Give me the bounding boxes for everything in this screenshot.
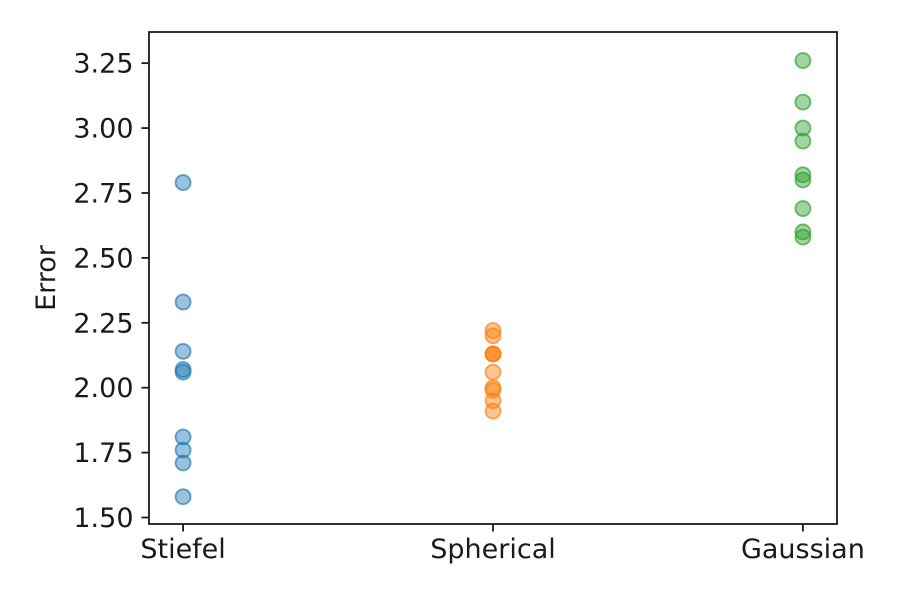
data-point — [794, 52, 812, 69]
x-axis: Stiefel Spherical Gaussian — [140, 524, 865, 565]
data-point — [484, 402, 502, 420]
data-point — [174, 363, 192, 381]
data-point — [484, 327, 502, 345]
data-point — [794, 132, 812, 150]
data-point — [794, 93, 812, 111]
data-point — [484, 322, 502, 339]
series-gaussian — [794, 52, 812, 246]
data-point — [484, 363, 502, 381]
y-tick-label: 3.00 — [73, 114, 133, 145]
y-tick-label: 2.25 — [73, 308, 133, 339]
series-spherical — [484, 322, 502, 420]
data-point — [794, 223, 812, 241]
x-tick-label: Spherical — [430, 534, 556, 565]
data-point — [174, 342, 192, 360]
data-point — [794, 228, 812, 246]
y-axis: 1.50 1.75 2.00 2.25 2.50 2.75 3.00 3.25 — [73, 49, 149, 534]
plot-border — [148, 31, 838, 525]
data-point — [794, 119, 812, 137]
data-point — [794, 200, 812, 217]
y-tick-label: 2.75 — [73, 178, 133, 209]
x-tick-label: Gaussian — [741, 534, 865, 565]
data-point — [174, 488, 192, 506]
series-stiefel — [174, 174, 192, 506]
y-tick-label: 1.75 — [73, 438, 133, 469]
data-point — [174, 293, 192, 311]
y-tick-label: 2.50 — [73, 243, 133, 274]
data-point — [484, 345, 502, 363]
y-tick-label: 2.00 — [73, 373, 133, 404]
x-tick-label: Stiefel — [140, 534, 225, 565]
data-point — [174, 441, 192, 459]
y-axis-label: Error — [31, 244, 62, 311]
y-tick-label: 1.50 — [73, 503, 133, 534]
data-point — [174, 428, 192, 446]
data-point — [174, 174, 192, 191]
y-tick-label: 3.25 — [73, 49, 133, 80]
data-point — [794, 166, 812, 184]
data-point — [794, 171, 812, 189]
data-point — [174, 454, 192, 472]
